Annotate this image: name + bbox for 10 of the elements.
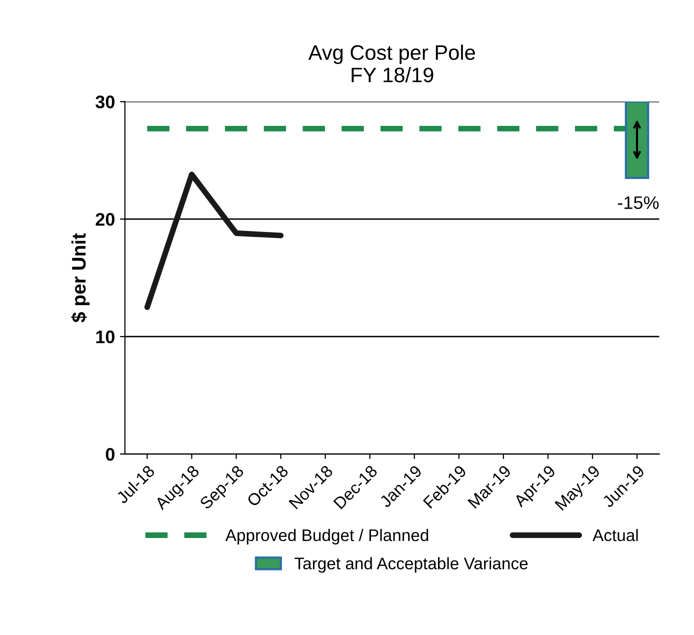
y-tick-label: 20: [96, 213, 114, 226]
y-tick-label: 30: [96, 96, 114, 108]
y-tick-label: 10: [96, 330, 114, 344]
y-axis-title: $ per Unit: [71, 233, 90, 322]
legend-label: Actual: [592, 528, 638, 542]
y-tick-label: 0: [106, 448, 114, 461]
legend-label: Approved Budget / Planned: [225, 528, 428, 544]
legend-label: Target and Acceptable Variance: [294, 557, 528, 573]
annotation: -15%: [618, 196, 659, 210]
chart-title: Avg Cost per Pole FY 18/19: [308, 44, 475, 82]
